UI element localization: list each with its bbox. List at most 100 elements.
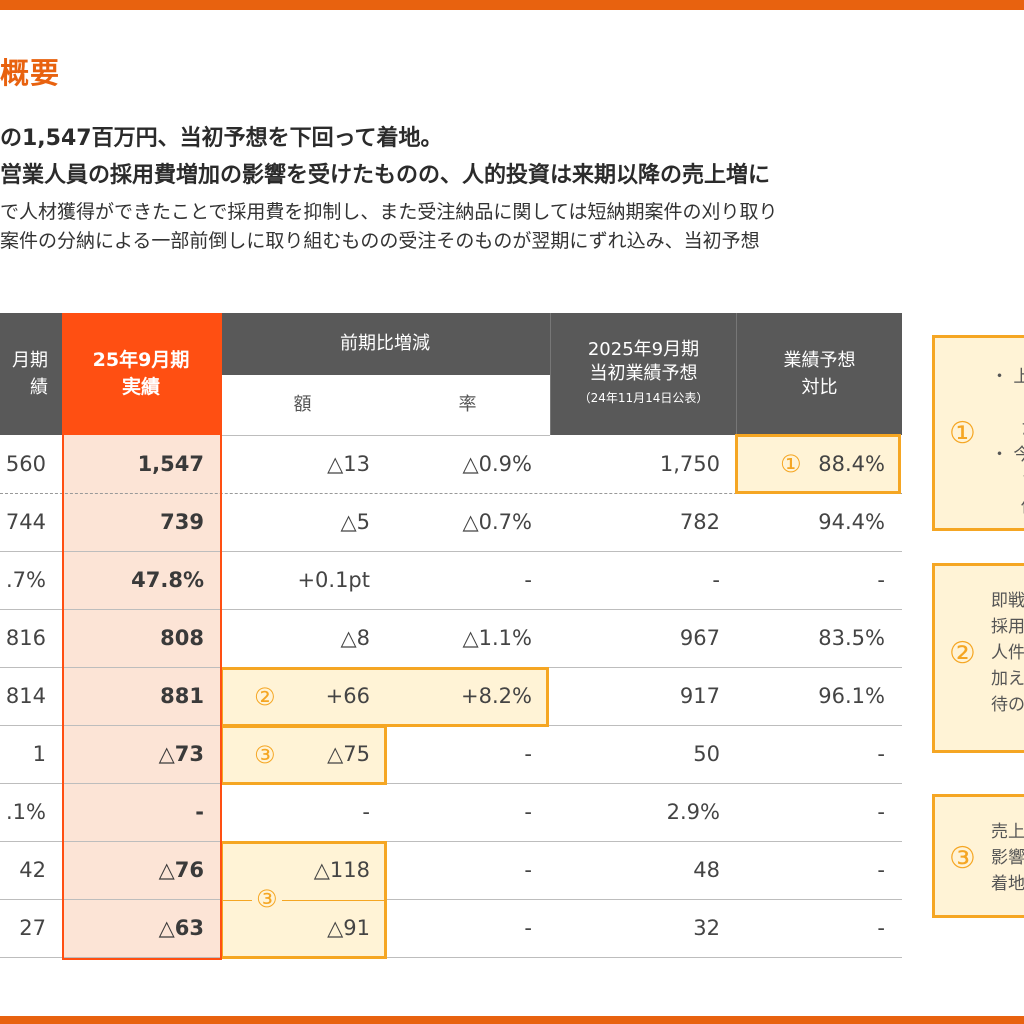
table-row: .1% - - - 2.9% - xyxy=(0,783,902,841)
table-row: 816 808 △8 △1.1% 967 83.5% xyxy=(0,609,902,667)
cell-current: - xyxy=(195,800,204,824)
cell-vs-forecast: - xyxy=(877,568,885,592)
callout-1-line: さ xyxy=(991,468,1024,494)
cell-diff-amount: - xyxy=(362,800,370,824)
marker-1: ① xyxy=(780,450,802,478)
cell-prev: .1% xyxy=(6,800,46,824)
section-title: 概要 xyxy=(0,56,61,90)
cell-prev: 814 xyxy=(5,684,46,708)
top-accent-bar xyxy=(0,0,1024,10)
cell-forecast: 967 xyxy=(679,626,720,650)
body-line-1: で人材獲得ができたことで採用費を抑制し、また受注納品に関しては短納期案件の刈り取… xyxy=(0,201,778,223)
highlight-box-3a xyxy=(220,725,387,785)
cell-vs-forecast: - xyxy=(877,800,885,824)
header-current-line1: 25年9月期 xyxy=(92,349,190,371)
cell-vs-forecast: - xyxy=(877,742,885,766)
cell-prev: 744 xyxy=(5,510,46,534)
cell-current: 881 xyxy=(160,684,204,708)
table-row: 814 881 +66 +8.2% 917 96.1% xyxy=(0,667,902,725)
header-forecast-line1: 2025年9月期 xyxy=(587,339,700,360)
table-row: 744 739 △5 △0.7% 782 94.4% xyxy=(0,493,902,551)
headline-1: の1,547百万円、当初予想を下回って着地。 xyxy=(0,126,443,151)
cell-current: △76 xyxy=(158,858,204,882)
marker-3b: ③ xyxy=(252,885,282,913)
callout-1-text: ・ 上 し た ・ 今 さ 値 xyxy=(991,364,1024,520)
header-forecast: 2025年9月期 当初業績予想 （24年11月14日公表） xyxy=(550,313,736,435)
cell-diff-rate: △0.7% xyxy=(462,510,532,534)
cell-diff-rate: △0.9% xyxy=(462,452,532,476)
callout-2-text: 即戦 採用 人件 加え 待の xyxy=(991,588,1024,718)
cell-diff-amount: △75 xyxy=(327,742,370,766)
row-divider xyxy=(0,783,902,784)
current-column-border xyxy=(62,313,222,960)
cell-diff-amount: △13 xyxy=(327,452,370,476)
bottom-accent-bar xyxy=(0,1016,1024,1024)
callout-2-number: ② xyxy=(949,636,976,671)
cell-diff-rate: - xyxy=(524,858,532,882)
callout-3-number: ③ xyxy=(949,841,976,876)
highlight-box-1 xyxy=(735,434,901,494)
table-row: 27 △63 △91 - 32 - xyxy=(0,899,902,957)
cell-prev: 27 xyxy=(19,916,46,940)
cell-forecast: 1,750 xyxy=(659,452,720,476)
callout-3-line: 売上 xyxy=(991,822,1024,842)
header-current-line2: 実績 xyxy=(121,376,160,398)
header-vs-forecast: 業績予想 対比 xyxy=(736,313,902,435)
cell-vs-forecast: 94.4% xyxy=(818,510,885,534)
callout-3-text: 売上 影響 着地 xyxy=(991,819,1024,897)
callout-3-line: 着地 xyxy=(991,874,1024,894)
row-divider xyxy=(0,841,902,842)
table-row: 42 △76 △118 - 48 - xyxy=(0,841,902,899)
marker-3b-line xyxy=(222,900,385,901)
cell-diff-rate: - xyxy=(524,800,532,824)
cell-prev: 560 xyxy=(5,452,46,476)
header-amount: 額 xyxy=(220,375,385,436)
cell-prev: 1 xyxy=(32,742,46,766)
callout-3: ③ 売上 影響 着地 xyxy=(932,794,1024,918)
callout-1-line: 値 xyxy=(991,494,1024,520)
header-col0: 月期 績 xyxy=(0,313,62,435)
cell-prev: 42 xyxy=(19,858,46,882)
callout-1-number: ① xyxy=(949,416,976,451)
callout-3-line: 影響 xyxy=(991,848,1024,868)
cell-current: △63 xyxy=(158,916,204,940)
cell-forecast: 48 xyxy=(693,858,720,882)
cell-current: 808 xyxy=(160,626,204,650)
cell-diff-amount: △118 xyxy=(313,858,370,882)
callout-1-line: し xyxy=(991,390,1024,416)
cell-diff-rate: △1.1% xyxy=(462,626,532,650)
row-divider xyxy=(0,609,902,610)
cell-current: △73 xyxy=(158,742,204,766)
header-vs-forecast-line1: 業績予想 xyxy=(783,350,856,371)
header-col0-line1: 月期 xyxy=(12,350,48,371)
cell-diff-rate: - xyxy=(524,742,532,766)
cell-diff-amount: +66 xyxy=(325,684,370,708)
cell-diff-rate: - xyxy=(524,568,532,592)
row-divider xyxy=(0,957,902,958)
cell-current: 47.8% xyxy=(131,568,204,592)
cell-prev: .7% xyxy=(6,568,46,592)
cell-prev: 816 xyxy=(5,626,46,650)
cell-vs-forecast: 96.1% xyxy=(818,684,885,708)
cell-diff-amount: △5 xyxy=(340,510,370,534)
current-column-fill xyxy=(62,435,220,957)
marker-3a: ③ xyxy=(254,741,276,769)
table-row: 560 1,547 △13 △0.9% 1,750 88.4% xyxy=(0,435,902,493)
marker-2: ② xyxy=(254,683,276,711)
row-divider xyxy=(0,493,902,494)
body-line-2: 案件の分納による一部前倒しに取り組むものの受注そのものが翌期にずれ込み、当初予想 xyxy=(0,230,760,252)
callout-1-line: た xyxy=(991,416,1024,442)
callout-2-line: 人件 xyxy=(991,643,1024,663)
callout-1-line: ・ 今 xyxy=(991,445,1024,465)
cell-current: 739 xyxy=(160,510,204,534)
cell-diff-rate: - xyxy=(524,916,532,940)
cell-diff-amount: △91 xyxy=(327,916,370,940)
header-vs-forecast-line2: 対比 xyxy=(801,377,838,398)
callout-2-line: 採用 xyxy=(991,617,1024,637)
header-forecast-line3: （24年11月14日公表） xyxy=(578,391,709,405)
row-divider xyxy=(0,551,902,552)
cell-diff-amount: △8 xyxy=(340,626,370,650)
cell-forecast: - xyxy=(712,568,720,592)
cell-forecast: 782 xyxy=(679,510,720,534)
cell-vs-forecast: 83.5% xyxy=(818,626,885,650)
